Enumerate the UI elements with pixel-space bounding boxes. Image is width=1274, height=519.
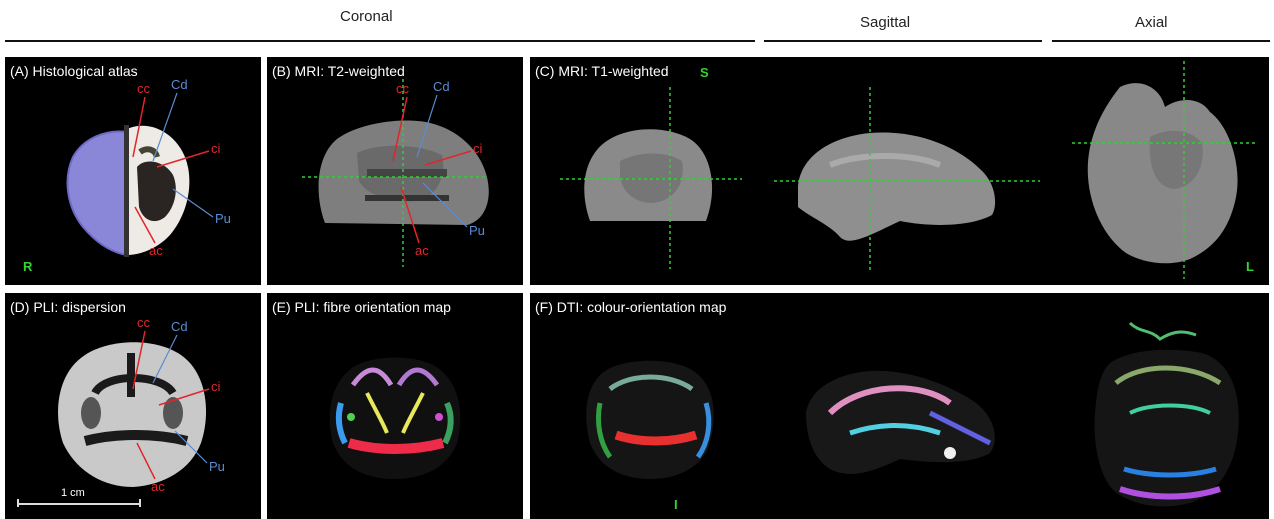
- label-ac: ac: [151, 479, 165, 494]
- scale-bar: [17, 503, 141, 505]
- panel-mri-t1: (C) MRI: T1-weighted S L: [530, 57, 1269, 285]
- pli-fibre-image: [329, 357, 461, 479]
- rule-sagittal: [764, 40, 1042, 42]
- label-ac: ac: [415, 243, 429, 258]
- label-cc: cc: [137, 81, 150, 96]
- label-cd: Cd: [171, 319, 188, 334]
- scale-bar-tick-left: [17, 499, 19, 507]
- label-pu: Pu: [469, 223, 485, 238]
- panel-histological-atlas: (A) Histological atlas cc Cd ci Pu ac R: [5, 57, 261, 285]
- panel-mri-t2: (B) MRI: T2-weighted cc Cd ci Pu ac: [267, 57, 523, 285]
- panel-d-leaders: [132, 330, 210, 480]
- rule-coronal: [5, 40, 755, 42]
- panel-dti-colour-map: (F) DTI: colour-orientation map I: [530, 293, 1269, 519]
- pli-dispersion-image: [58, 342, 207, 487]
- mri-t2-image: [302, 79, 489, 267]
- label-cc: cc: [137, 315, 150, 330]
- scale-bar-tick-right: [139, 499, 141, 507]
- label-cc: cc: [396, 81, 409, 96]
- label-ac: ac: [149, 243, 163, 258]
- panel-a-title: (A) Histological atlas: [10, 63, 138, 79]
- panel-d-title: (D) PLI: dispersion: [10, 299, 126, 315]
- label-ci: ci: [211, 141, 221, 156]
- panel-b-leaders: [392, 94, 472, 244]
- label-ci: ci: [473, 141, 483, 156]
- header-sagittal: Sagittal: [860, 14, 911, 31]
- header-axial: Axial: [1135, 14, 1168, 31]
- orient-superior: S: [700, 65, 709, 80]
- label-pu: Pu: [209, 459, 225, 474]
- dti-colour-images: [586, 321, 1239, 507]
- scale-bar-label: 1 cm: [61, 487, 85, 499]
- orient-right: R: [23, 259, 33, 274]
- label-cd: Cd: [171, 77, 188, 92]
- label-cd: Cd: [433, 79, 450, 94]
- label-pu: Pu: [215, 211, 231, 226]
- panel-f-title: (F) DTI: colour-orientation map: [535, 299, 727, 315]
- panel-pli-dispersion: (D) PLI: dispersion cc Cd ci Pu ac 1 cm: [5, 293, 261, 519]
- histology-image: [66, 125, 190, 257]
- panel-e-title: (E) PLI: fibre orientation map: [272, 299, 451, 315]
- orient-left: L: [1246, 259, 1254, 274]
- panel-a-leaders: [132, 92, 214, 244]
- rule-axial: [1052, 40, 1270, 42]
- label-ci: ci: [211, 379, 221, 394]
- panel-c-title: (C) MRI: T1-weighted: [535, 63, 669, 79]
- panel-pli-fibre-map: (E) PLI: fibre orientation map: [267, 293, 523, 519]
- mri-t1-images: [560, 61, 1258, 279]
- panel-b-title: (B) MRI: T2-weighted: [272, 63, 405, 79]
- header-coronal: Coronal: [340, 8, 393, 25]
- orient-inferior: I: [674, 497, 678, 512]
